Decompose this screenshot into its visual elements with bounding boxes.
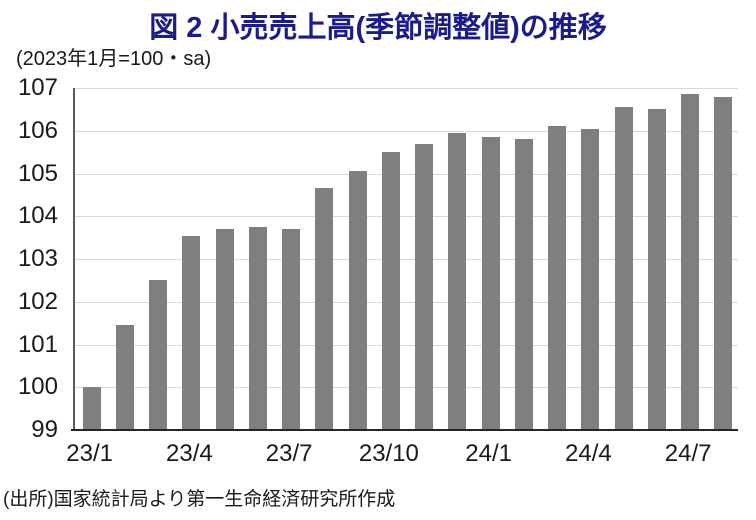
bar [82,387,101,430]
bar [514,139,533,430]
gridline [75,344,738,346]
y-tick-label: 99 [31,416,58,443]
bar [115,325,134,430]
y-tick-label: 101 [17,330,58,358]
gridline [75,301,738,303]
gridline [75,130,738,132]
gridline [75,173,738,175]
x-axis-line [71,429,738,431]
y-tick-label: 104 [17,202,58,230]
plot-area [73,88,738,430]
gridline [75,88,738,89]
bar [215,229,234,430]
x-tick-label: 24/7 [664,440,712,467]
source-note: (出所)国家統計局より第一生命経済研究所作成 [3,489,396,510]
axis-unit-note: (2023年1月=100・sa) [16,48,212,70]
bar [448,132,467,430]
bar [149,280,168,430]
bar [348,171,367,430]
bar [415,143,434,430]
y-tick-label: 106 [17,116,58,144]
gridline [75,387,738,389]
gridline [75,216,738,218]
y-tick-label: 102 [17,287,58,315]
bar [282,229,301,430]
bar [647,109,666,430]
bar [681,94,700,430]
bar [248,226,267,430]
x-tick-label: 24/1 [465,440,512,467]
bar [481,137,500,430]
x-tick-label: 24/4 [565,440,612,467]
bar [381,152,400,430]
bar [548,126,567,430]
y-tick-label: 105 [17,159,58,187]
gridline [75,259,738,260]
bar [581,128,600,430]
bar [315,188,334,430]
bar [182,235,201,430]
bar-chart: 99 100 101 102 103 104 105 106 107 23/1 23/4 23/7 2… [17,74,738,467]
x-tick-label: 23/10 [358,440,419,467]
x-tick-label: 23/4 [166,440,213,467]
y-tick-label: 100 [17,373,58,401]
bar [714,96,733,430]
y-tick-label: 103 [17,245,58,272]
chart-title: 図 2 小売売上高(季節調整値)の推移 [149,12,607,44]
y-tick-label: 107 [17,74,58,101]
x-tick-label: 23/7 [265,440,313,467]
bar [614,107,633,430]
x-tick-label: 23/1 [66,440,113,467]
